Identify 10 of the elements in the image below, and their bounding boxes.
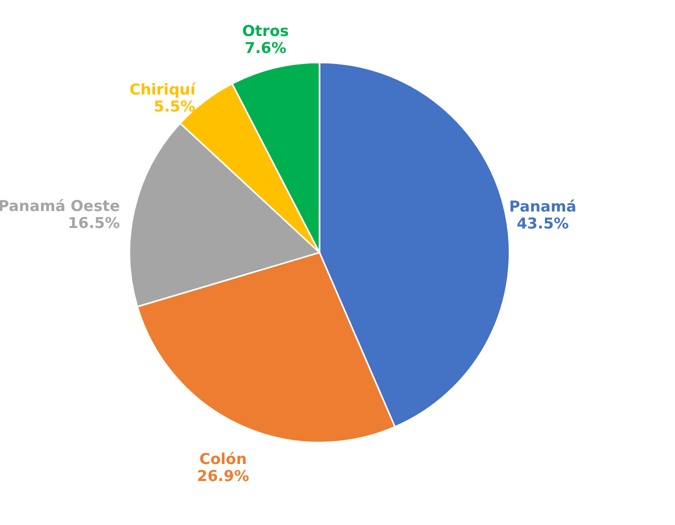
- slice-label: Colón: [199, 450, 247, 468]
- data-label: 16.5%: [68, 214, 120, 232]
- slice-label: Chiriquí: [129, 80, 196, 98]
- slice-label: Otros: [242, 22, 289, 40]
- data-label: 26.9%: [197, 467, 250, 486]
- slice-label: Panamá: [509, 197, 576, 216]
- data-label: 7.6%: [244, 38, 286, 57]
- data-label: 5.5%: [154, 97, 196, 116]
- slice-label: Panamá Oeste: [0, 196, 120, 215]
- data-label: 43.5%: [516, 214, 569, 232]
